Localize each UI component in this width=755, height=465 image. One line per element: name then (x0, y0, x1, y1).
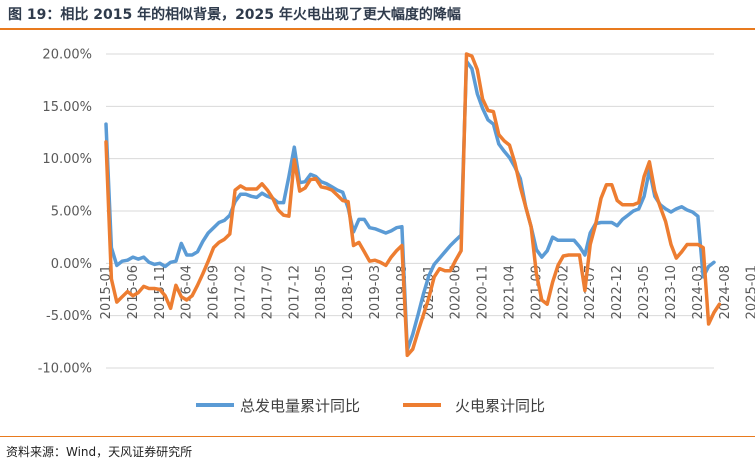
x-axis-labels: 2015-01 2015-06 2015-11 2016-04 2016-09 2017-… (99, 265, 755, 319)
x-tick-label: 2019-03 (368, 265, 383, 319)
legend: 总发电量累计同比 火电累计同比 (196, 397, 545, 415)
x-tick-label: 2020-11 (476, 265, 491, 319)
line-chart: -10.00% -5.00% 0.00% 5.00% 10.00% 15.00% 20.00… (38, 48, 755, 416)
x-tick-label: 2018-05 (314, 265, 329, 319)
y-axis-labels: -10.00% -5.00% 0.00% 5.00% 10.00% 15.00% 20.00… (38, 48, 92, 377)
x-tick-label: 2018-10 (341, 265, 356, 319)
y-tick-label: 0.00% (51, 257, 92, 272)
y-tick-label: 20.00% (42, 48, 92, 63)
x-tick-label: 2017-07 (260, 265, 275, 319)
x-tick-label: 2024-08 (718, 265, 733, 319)
x-tick-label: 2022-02 (556, 265, 571, 319)
x-tick-label: 2021-04 (503, 265, 518, 319)
x-tick-label: 2024-03 (691, 265, 706, 319)
legend-label: 火电累计同比 (455, 397, 545, 415)
x-tick-label: 2023-05 (637, 265, 652, 319)
x-tick-label: 2023-10 (664, 265, 679, 319)
x-tick-label: 2025-01 (745, 265, 755, 319)
y-tick-label: 10.00% (42, 152, 92, 167)
x-tick-label: 2022-12 (610, 265, 625, 319)
source-note: 资料来源：Wind，天风证券研究所 (6, 445, 193, 459)
x-tick-label: 2015-06 (126, 265, 141, 319)
x-tick-label: 2016-04 (180, 265, 195, 319)
legend-label: 总发电量累计同比 (240, 397, 360, 415)
title-underline (0, 28, 755, 30)
x-tick-label: 2020-06 (449, 265, 464, 319)
footer-rule (0, 436, 755, 437)
series-line-total-power (104, 59, 716, 352)
x-tick-label: 2017-12 (287, 265, 302, 319)
y-tick-label: 15.00% (42, 100, 92, 115)
figure-title: 图 19：相比 2015 年的相似背景，2025 年火电出现了更大幅度的降幅 (8, 7, 461, 23)
x-tick-label: 2021-09 (529, 265, 544, 319)
y-tick-label: -5.00% (46, 309, 92, 324)
y-tick-label: -10.00% (38, 362, 92, 377)
series-line-thermal-power (104, 52, 722, 358)
x-tick-label: 2016-09 (207, 265, 222, 319)
series-lines (104, 52, 722, 358)
y-tick-label: 5.00% (51, 205, 92, 220)
gridlines (106, 53, 714, 369)
x-tick-label: 2017-02 (234, 265, 249, 319)
